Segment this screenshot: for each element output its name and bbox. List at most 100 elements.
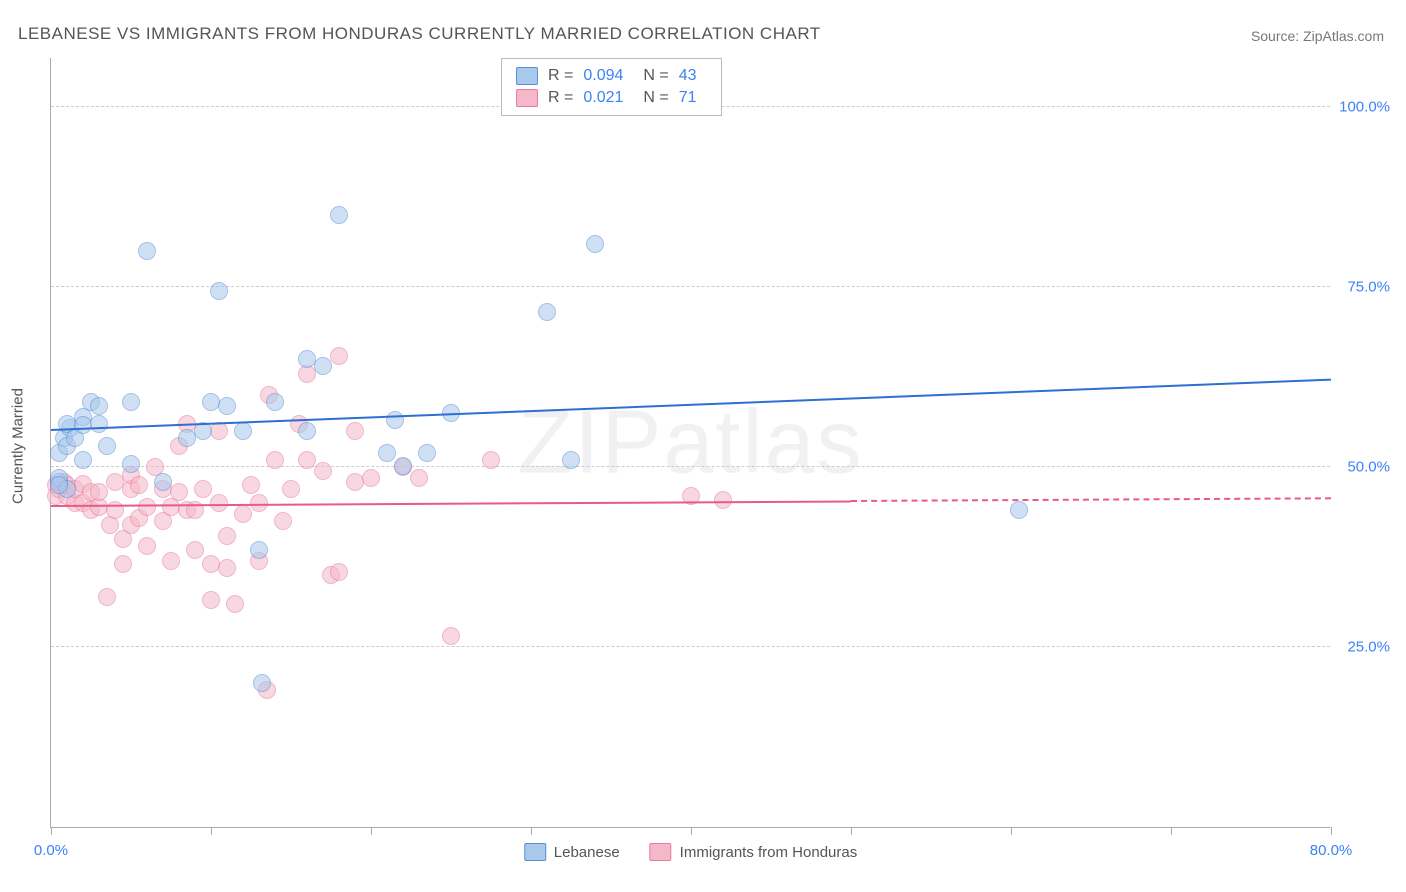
legend-item-1: Lebanese bbox=[524, 843, 620, 861]
data-point bbox=[234, 422, 252, 440]
data-point bbox=[442, 627, 460, 645]
data-point bbox=[50, 476, 68, 494]
stats-box: R = 0.094 N = 43 R = 0.021 N = 71 bbox=[501, 58, 722, 116]
xtick bbox=[1011, 827, 1012, 835]
data-point bbox=[314, 462, 332, 480]
legend-label-2: Immigrants from Honduras bbox=[680, 844, 858, 861]
data-point bbox=[362, 469, 380, 487]
data-point bbox=[242, 476, 260, 494]
stats-row-1: R = 0.094 N = 43 bbox=[516, 65, 707, 87]
data-point bbox=[74, 451, 92, 469]
swatch-series-2 bbox=[516, 89, 538, 107]
data-point bbox=[714, 491, 732, 509]
chart-title: LEBANESE VS IMMIGRANTS FROM HONDURAS CUR… bbox=[18, 24, 821, 44]
gridline bbox=[51, 466, 1330, 467]
ytick-label: 25.0% bbox=[1335, 639, 1390, 656]
data-point bbox=[202, 393, 220, 411]
data-point bbox=[386, 411, 404, 429]
data-point bbox=[298, 451, 316, 469]
xtick bbox=[211, 827, 212, 835]
data-point bbox=[218, 397, 236, 415]
data-point bbox=[418, 444, 436, 462]
data-point bbox=[138, 498, 156, 516]
data-point bbox=[98, 437, 116, 455]
xtick-label: 80.0% bbox=[1310, 842, 1353, 859]
data-point bbox=[138, 537, 156, 555]
xtick bbox=[51, 827, 52, 835]
legend-item-2: Immigrants from Honduras bbox=[650, 843, 858, 861]
data-point bbox=[394, 457, 412, 475]
xtick bbox=[371, 827, 372, 835]
data-point bbox=[114, 555, 132, 573]
ytick-label: 75.0% bbox=[1335, 279, 1390, 296]
data-point bbox=[330, 347, 348, 365]
data-point bbox=[266, 393, 284, 411]
data-point bbox=[330, 563, 348, 581]
data-point bbox=[266, 451, 284, 469]
data-point bbox=[90, 397, 108, 415]
data-point bbox=[314, 357, 332, 375]
xtick bbox=[531, 827, 532, 835]
data-point bbox=[274, 512, 292, 530]
data-point bbox=[538, 303, 556, 321]
n-value-1: 43 bbox=[679, 67, 697, 85]
data-point bbox=[218, 527, 236, 545]
gridline bbox=[51, 286, 1330, 287]
data-point bbox=[202, 591, 220, 609]
swatch-series-1 bbox=[516, 67, 538, 85]
xtick-label: 0.0% bbox=[34, 842, 68, 859]
data-point bbox=[234, 505, 252, 523]
data-point bbox=[122, 393, 140, 411]
data-point bbox=[378, 444, 396, 462]
data-point bbox=[250, 541, 268, 559]
trend-line bbox=[51, 379, 1331, 431]
data-point bbox=[210, 282, 228, 300]
plot-area: ZIPatlas R = 0.094 N = 43 R = 0.021 N = … bbox=[50, 58, 1330, 828]
data-point bbox=[346, 422, 364, 440]
data-point bbox=[210, 422, 228, 440]
xtick bbox=[691, 827, 692, 835]
data-point bbox=[226, 595, 244, 613]
n-label: N = bbox=[643, 89, 668, 107]
y-axis-label: Currently Married bbox=[10, 388, 27, 504]
legend-swatch-1 bbox=[524, 843, 546, 861]
gridline bbox=[51, 646, 1330, 647]
r-label: R = bbox=[548, 67, 573, 85]
source-label: Source: ZipAtlas.com bbox=[1251, 28, 1384, 44]
data-point bbox=[1010, 501, 1028, 519]
trend-line bbox=[851, 498, 1331, 503]
data-point bbox=[218, 559, 236, 577]
stats-row-2: R = 0.021 N = 71 bbox=[516, 87, 707, 109]
data-point bbox=[162, 552, 180, 570]
data-point bbox=[130, 476, 148, 494]
legend: Lebanese Immigrants from Honduras bbox=[524, 843, 857, 861]
data-point bbox=[186, 541, 204, 559]
r-value-2: 0.021 bbox=[583, 89, 623, 107]
data-point bbox=[482, 451, 500, 469]
data-point bbox=[298, 422, 316, 440]
ytick-label: 50.0% bbox=[1335, 459, 1390, 476]
n-value-2: 71 bbox=[679, 89, 697, 107]
data-point bbox=[202, 555, 220, 573]
legend-label-1: Lebanese bbox=[554, 844, 620, 861]
data-point bbox=[122, 455, 140, 473]
n-label: N = bbox=[643, 67, 668, 85]
data-point bbox=[90, 415, 108, 433]
data-point bbox=[330, 206, 348, 224]
data-point bbox=[90, 483, 108, 501]
r-value-1: 0.094 bbox=[583, 67, 623, 85]
data-point bbox=[562, 451, 580, 469]
data-point bbox=[138, 242, 156, 260]
xtick bbox=[1331, 827, 1332, 835]
xtick bbox=[1171, 827, 1172, 835]
data-point bbox=[586, 235, 604, 253]
legend-swatch-2 bbox=[650, 843, 672, 861]
watermark: ZIPatlas bbox=[517, 391, 863, 494]
r-label: R = bbox=[548, 89, 573, 107]
ytick-label: 100.0% bbox=[1335, 99, 1390, 116]
data-point bbox=[253, 674, 271, 692]
data-point bbox=[154, 473, 172, 491]
data-point bbox=[98, 588, 116, 606]
data-point bbox=[410, 469, 428, 487]
data-point bbox=[282, 480, 300, 498]
